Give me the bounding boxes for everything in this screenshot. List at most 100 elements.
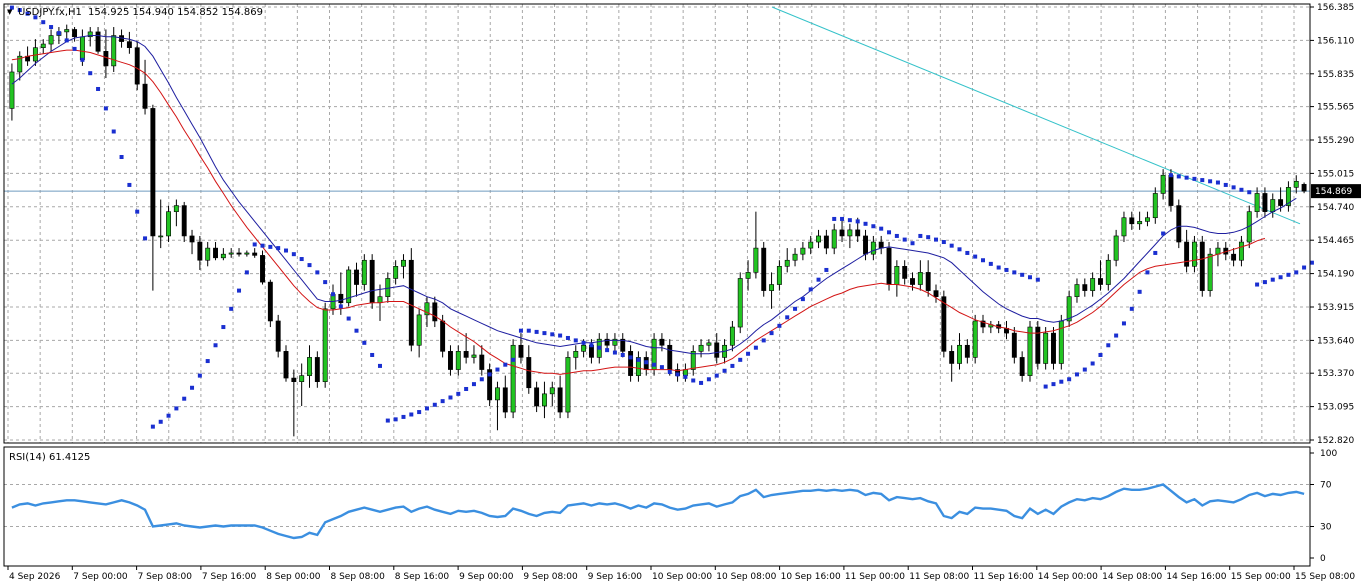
candle[interactable] [1027,320,1033,382]
candle[interactable] [291,369,297,437]
candle[interactable] [1254,187,1260,218]
candle[interactable] [1043,327,1049,370]
candle[interactable] [1105,254,1111,291]
candle[interactable] [487,363,493,406]
candle[interactable] [393,260,399,285]
candle[interactable] [463,333,469,364]
candle[interactable] [40,39,46,54]
candle[interactable] [1238,235,1244,267]
candle[interactable] [690,345,696,376]
candle[interactable] [1145,211,1150,227]
candle[interactable] [299,363,305,406]
candle[interactable] [1199,235,1205,297]
candle[interactable] [1082,278,1088,297]
candle[interactable] [9,63,15,121]
candle[interactable] [283,345,289,382]
price-axis[interactable]: 156.385 156.110 155.835 155.565 155.290 155.0… [1310,3,1354,446]
candle[interactable] [1058,314,1064,370]
candle[interactable] [1121,211,1127,243]
candle[interactable] [72,27,78,42]
candle[interactable] [541,381,547,419]
candle[interactable] [408,248,414,352]
candle[interactable] [1152,187,1158,224]
chart-menu-triangle-icon[interactable]: ▼ [7,8,13,16]
candle[interactable] [236,248,242,257]
candle[interactable] [1137,211,1143,230]
candle[interactable] [510,339,516,419]
candle[interactable] [1098,260,1103,291]
candle[interactable] [831,223,837,255]
candle[interactable] [455,345,461,376]
candle[interactable] [1160,169,1166,200]
candle[interactable] [448,345,453,376]
candle[interactable] [267,279,273,328]
candle[interactable] [635,351,641,382]
candle[interactable] [197,235,203,270]
candle[interactable] [103,29,109,79]
candle[interactable] [432,296,438,328]
candle[interactable] [526,345,532,394]
candle[interactable] [111,27,117,72]
candle[interactable] [1184,229,1190,273]
candle[interactable] [847,223,853,249]
candle[interactable] [1191,235,1197,273]
candle[interactable] [479,345,485,376]
candle[interactable] [1207,248,1213,297]
candle[interactable] [173,199,179,227]
candle[interactable] [823,229,829,255]
candle[interactable] [784,248,790,273]
candle[interactable] [573,345,579,370]
candle[interactable] [949,345,955,382]
candle[interactable] [612,333,618,352]
candle[interactable] [87,27,93,47]
candle[interactable] [502,375,508,419]
candle[interactable] [1074,278,1080,303]
candle[interactable] [189,229,195,255]
candle[interactable] [839,217,845,243]
candle[interactable] [941,290,947,358]
candle[interactable] [761,242,767,297]
candle[interactable] [1231,248,1237,267]
candle[interactable] [800,242,806,261]
candle[interactable] [416,308,422,358]
candle[interactable] [1090,272,1096,297]
candle[interactable] [925,260,931,297]
candle[interactable] [714,333,720,364]
candle[interactable] [902,260,908,285]
candle[interactable] [910,272,915,291]
candle[interactable] [471,345,477,364]
candle[interactable] [964,339,970,364]
candle[interactable] [706,339,712,352]
candle[interactable] [244,250,250,257]
candle[interactable] [181,201,187,243]
candle[interactable] [792,248,798,267]
candle[interactable] [95,27,101,54]
candle[interactable] [729,320,735,352]
candle[interactable] [972,314,978,364]
candle[interactable] [158,199,164,249]
candle[interactable] [322,302,328,388]
candle[interactable] [1011,327,1017,364]
candle[interactable] [808,235,814,255]
candle[interactable] [495,381,500,431]
candle[interactable] [401,254,406,279]
candle[interactable] [753,211,759,279]
candle[interactable] [1129,211,1135,230]
candle[interactable] [150,104,156,291]
candle[interactable] [1035,320,1041,370]
candle[interactable] [213,242,218,261]
candle[interactable] [886,242,892,291]
candles-layer[interactable] [9,24,1307,437]
candle[interactable] [369,254,375,309]
candle[interactable] [917,260,923,291]
candle[interactable] [260,250,265,285]
candle[interactable] [745,260,751,291]
candle[interactable] [980,314,986,334]
candle[interactable] [1285,181,1291,212]
time-axis[interactable]: 4 Sep 2026 7 Sep 00:00 7 Sep 08:00 7 Sep 16… [7,566,1355,582]
candle[interactable] [957,333,962,370]
candle[interactable] [549,381,555,406]
candle[interactable] [126,31,132,54]
candle[interactable] [870,235,876,261]
